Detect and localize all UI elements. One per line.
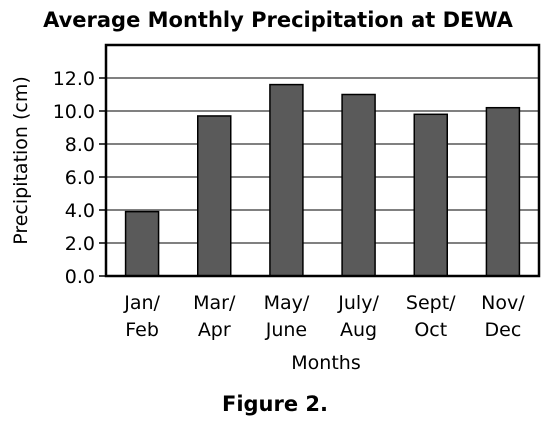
x-tick-label-line: Aug (340, 319, 377, 341)
x-tick-label: May/June (264, 292, 310, 341)
x-tick-label-line: Nov/ (481, 292, 525, 314)
plot-area-frame (104, 43, 541, 278)
y-tick-label: 6.0 (65, 167, 95, 189)
y-tick-label: 12.0 (53, 68, 95, 90)
chart-title: Average Monthly Precipitation at DEWA (43, 8, 514, 32)
bars (124, 83, 521, 277)
x-tick-label: Sept/Oct (406, 292, 456, 341)
bar (485, 106, 521, 277)
y-tick-label: 2.0 (65, 233, 95, 255)
x-tick-label-line: Feb (125, 319, 159, 341)
y-tick-label: 8.0 (65, 134, 95, 156)
x-tick-label: Jan/Feb (123, 292, 160, 341)
x-tick-label: July/Aug (337, 292, 379, 341)
x-tick-label-line: Mar/ (193, 292, 236, 314)
y-tick-label: 4.0 (65, 200, 95, 222)
bar (341, 93, 376, 277)
x-tick-label-line: Apr (198, 319, 231, 341)
x-axis-label: Months (291, 352, 360, 374)
bar (197, 115, 232, 277)
x-tick-label: Nov/Dec (481, 292, 525, 341)
x-axis-ticks: Jan/Feb Mar/Apr May/June July/Aug Sept/Oct No… (123, 292, 525, 341)
x-tick-label-line: Dec (485, 319, 522, 341)
gridlines (106, 77, 539, 277)
y-axis-label: Precipitation (cm) (10, 76, 32, 245)
x-tick-label-line: Jan/ (123, 292, 160, 314)
y-tick-label: 0.0 (65, 266, 95, 288)
x-tick-label-line: Sept/ (406, 292, 456, 314)
bar (124, 210, 160, 277)
figure-caption: Figure 2. (222, 392, 328, 416)
bar (269, 83, 304, 277)
y-tick-label: 10.0 (53, 101, 95, 123)
y-axis-ticks: 0.0 2.0 4.0 6.0 8.0 10.0 12.0 (53, 68, 106, 288)
x-tick-label-line: Oct (414, 319, 447, 341)
x-tick-label: Mar/Apr (193, 292, 236, 341)
x-tick-label-line: June (265, 319, 307, 341)
bar (413, 113, 448, 277)
x-tick-label-line: July/ (337, 292, 379, 314)
x-tick-label-line: May/ (264, 292, 310, 314)
